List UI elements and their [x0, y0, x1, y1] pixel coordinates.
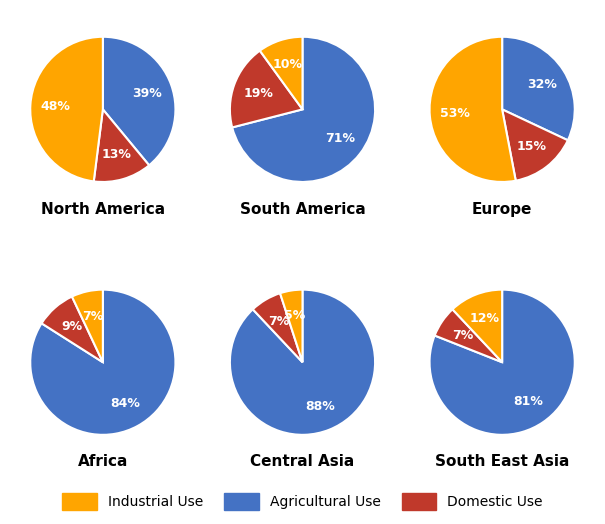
Title: Europe: Europe: [472, 202, 532, 216]
Text: 7%: 7%: [268, 315, 289, 328]
Legend: Industrial Use, Agricultural Use, Domestic Use: Industrial Use, Agricultural Use, Domest…: [55, 486, 550, 517]
Wedge shape: [30, 290, 175, 435]
Wedge shape: [260, 37, 302, 110]
Title: Africa: Africa: [77, 454, 128, 470]
Text: 7%: 7%: [453, 329, 474, 342]
Wedge shape: [430, 290, 575, 435]
Text: 53%: 53%: [440, 107, 470, 121]
Text: 19%: 19%: [243, 87, 273, 100]
Wedge shape: [30, 37, 103, 181]
Wedge shape: [430, 37, 515, 182]
Text: 88%: 88%: [305, 400, 335, 412]
Wedge shape: [232, 37, 375, 182]
Title: South America: South America: [240, 202, 365, 216]
Text: 9%: 9%: [61, 320, 82, 333]
Wedge shape: [502, 110, 568, 181]
Text: 5%: 5%: [284, 309, 306, 322]
Wedge shape: [72, 290, 103, 362]
Wedge shape: [502, 37, 575, 140]
Wedge shape: [253, 293, 302, 362]
Text: 71%: 71%: [325, 132, 355, 145]
Title: South East Asia: South East Asia: [435, 454, 569, 470]
Text: 81%: 81%: [514, 395, 544, 408]
Text: 7%: 7%: [82, 310, 103, 323]
Text: 13%: 13%: [101, 148, 131, 161]
Title: North America: North America: [41, 202, 165, 216]
Text: 12%: 12%: [469, 312, 500, 325]
Wedge shape: [230, 290, 375, 435]
Text: 84%: 84%: [111, 397, 140, 410]
Text: 10%: 10%: [273, 58, 303, 71]
Wedge shape: [94, 110, 149, 182]
Wedge shape: [434, 309, 502, 362]
Text: 39%: 39%: [132, 87, 162, 100]
Text: 48%: 48%: [41, 100, 71, 113]
Wedge shape: [230, 51, 302, 127]
Text: 15%: 15%: [516, 140, 546, 153]
Wedge shape: [42, 297, 103, 362]
Text: 32%: 32%: [527, 78, 557, 91]
Wedge shape: [280, 290, 302, 362]
Wedge shape: [453, 290, 502, 362]
Title: Central Asia: Central Asia: [250, 454, 355, 470]
Wedge shape: [103, 37, 175, 165]
